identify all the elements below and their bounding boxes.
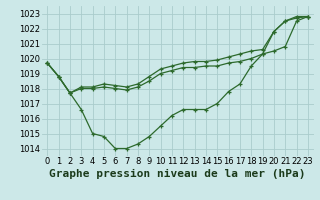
X-axis label: Graphe pression niveau de la mer (hPa): Graphe pression niveau de la mer (hPa) (49, 169, 306, 179)
